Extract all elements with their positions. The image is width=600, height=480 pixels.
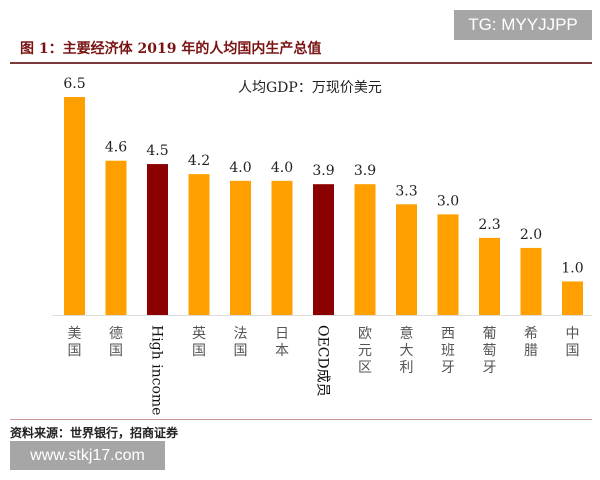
bar — [188, 174, 210, 315]
category-label: 希腊 — [524, 326, 538, 359]
data-label: 3.0 — [437, 193, 459, 209]
category-label: 西班牙 — [441, 326, 455, 376]
data-label: 2.3 — [478, 217, 500, 233]
data-label: 4.0 — [229, 160, 251, 176]
legend-text: 人均GDP：万现价美元 — [238, 80, 382, 96]
bar — [479, 237, 500, 315]
data-label: 4.2 — [188, 153, 210, 169]
category-label: 英国 — [192, 325, 206, 359]
data-label: 3.3 — [395, 183, 417, 199]
category-label: 德国 — [109, 326, 123, 359]
watermark-top: TG: MYYJJPP — [454, 10, 592, 40]
category-label: High income — [149, 325, 165, 415]
title-divider — [10, 62, 592, 64]
source-note: 资料来源：世界银行，招商证券 — [10, 426, 179, 440]
bar — [562, 281, 583, 315]
bar — [396, 204, 417, 315]
chart-title: 图 1：主要经济体 2019 年的人均国内生产总值 — [20, 41, 322, 57]
bar — [354, 184, 376, 315]
bar — [313, 184, 334, 315]
data-label: 4.6 — [105, 140, 127, 156]
bar — [147, 164, 168, 315]
footer-divider — [10, 419, 592, 420]
bar — [520, 247, 542, 315]
data-label: 4.5 — [146, 143, 168, 159]
bar — [271, 180, 293, 315]
category-label: 欧元区 — [358, 326, 372, 376]
category-label: 法国 — [234, 326, 248, 359]
data-label: 4.0 — [271, 160, 293, 176]
category-label: 美国 — [68, 326, 82, 359]
data-label: 2.0 — [520, 227, 542, 243]
category-label: 葡萄牙 — [483, 326, 497, 376]
category-label: OECD成员 — [315, 325, 331, 397]
bar — [64, 97, 85, 315]
data-label: 3.9 — [312, 163, 334, 179]
bar — [437, 214, 459, 315]
data-label: 3.9 — [354, 163, 376, 179]
data-label: 1.0 — [561, 260, 583, 276]
category-label: 中国 — [566, 326, 580, 359]
category-label: 日本 — [275, 326, 289, 359]
bar — [105, 160, 127, 315]
data-label: 6.5 — [63, 76, 85, 92]
category-label: 意大利 — [400, 325, 414, 376]
bar — [230, 180, 251, 315]
watermark-bottom: www.stkj17.com — [10, 441, 165, 470]
